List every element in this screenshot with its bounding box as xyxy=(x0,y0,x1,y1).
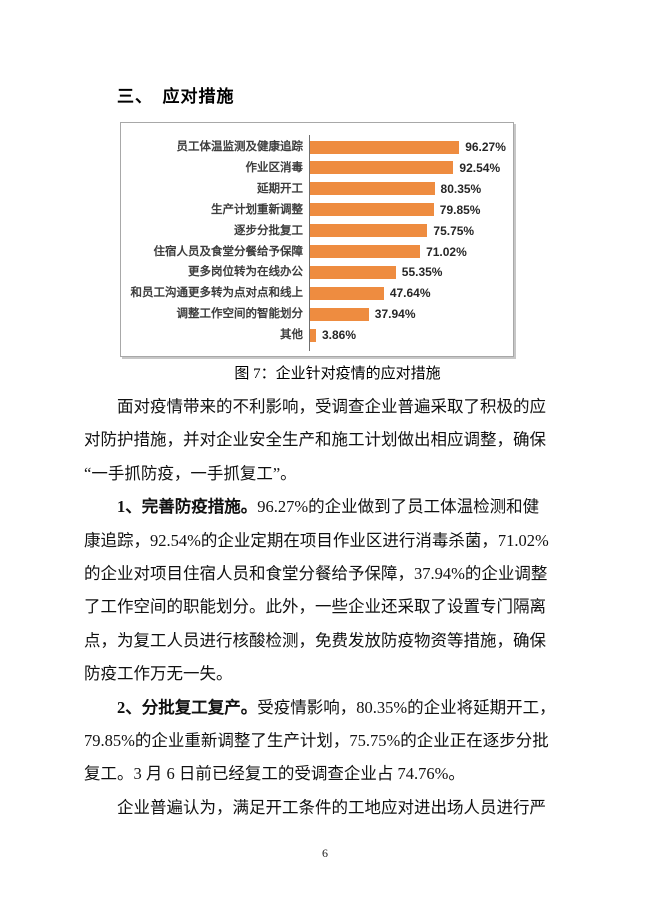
category-label: 和员工沟通更多转为点对点和线上 xyxy=(130,287,304,300)
value-label: 55.35% xyxy=(401,265,443,280)
bold-run: 1、完善防疫措施。 xyxy=(117,497,258,517)
text-run: “一手抓防疫，一手抓复工”。 xyxy=(84,463,297,483)
value-label: 75.75% xyxy=(433,223,475,238)
category-label: 住宿人员及食堂分餐给予保障 xyxy=(153,245,304,258)
text-run: 的企业对项目住宿人员和食堂分餐给予保障，37.94%的企业调整 xyxy=(84,563,548,583)
body-text-line: 1、完善防疫措施。96.27%的企业做到了员工体温检测和健 xyxy=(84,490,582,523)
bar xyxy=(310,245,421,258)
page-number: 6 xyxy=(322,846,328,860)
bar xyxy=(310,182,435,196)
body-text-line: 79.85%的企业重新调整了生产计划，75.75%的企业正在逐步分批 xyxy=(84,724,582,757)
figure-caption: 图 7：企业针对疫情的应对措施 xyxy=(234,366,441,382)
text-run: 了工作空间的职能划分。此外，一些企业还采取了设置专门隔离 xyxy=(84,597,546,617)
body-text-line: 点，为复工人员进行核酸检测，免费发放防疫物资等措施，确保 xyxy=(84,624,582,657)
body-text-line: 对防护措施，并对企业安全生产和施工计划做出相应调整，确保 xyxy=(84,423,582,456)
body-text-line: 企业普遍认为，满足开工条件的工地应对进出场人员进行严 xyxy=(84,791,582,824)
bar xyxy=(310,203,434,217)
bar xyxy=(310,286,384,300)
text-run: 点，为复工人员进行核酸检测，免费发放防疫物资等措施，确保 xyxy=(84,630,546,650)
bar xyxy=(310,328,316,342)
body-text-line: 康追踪，92.54%的企业定期在项目作业区进行消毒杀菌，71.02% xyxy=(84,524,582,557)
category-label: 作业区消毒 xyxy=(245,161,304,174)
bar xyxy=(310,161,454,175)
body-text-line: 防疫工作万无一失。 xyxy=(84,657,582,690)
text-run: 企业普遍认为，满足开工条件的工地应对进出场人员进行严 xyxy=(117,797,546,817)
bold-run: 2、分批复工复产。 xyxy=(117,697,258,717)
y-axis-line xyxy=(309,135,310,351)
category-label: 其他 xyxy=(280,329,303,342)
figure-7-chart: 员工体温监测及健康追踪 96.27% 作业区消毒 92.54% 延期开工 80.35% 生产… xyxy=(120,122,514,357)
bar xyxy=(310,307,369,321)
value-label: 80.35% xyxy=(440,181,482,196)
category-label: 更多岗位转为在线办公 xyxy=(188,266,303,279)
bar-chart-plot: 员工体温监测及健康追踪 96.27% 作业区消毒 92.54% 延期开工 80.35% 生产… xyxy=(121,123,513,356)
body-text-line: 2、分批复工复产。受疫情影响，80.35%的企业将延期开工， xyxy=(84,691,582,724)
text-run: 96.27%的企业做到了员工体温检测和健 xyxy=(257,497,540,517)
category-label: 员工体温监测及健康追踪 xyxy=(176,141,304,153)
bar xyxy=(310,224,428,238)
category-label: 延期开工 xyxy=(257,182,303,195)
bar xyxy=(310,140,460,154)
category-label: 逐步分批复工 xyxy=(234,224,303,237)
text-run: 复工。3 月 6 日前已经复工的受调查企业占 74.76%。 xyxy=(84,764,465,784)
value-label: 37.94% xyxy=(374,307,416,322)
body-text: 面对疫情带来的不利影响，受调查企业普遍采取了积极的应对防护措施，并对企业安全生产… xyxy=(84,390,582,824)
value-label: 92.54% xyxy=(459,160,501,175)
body-text-line: 复工。3 月 6 日前已经复工的受调查企业占 74.76%。 xyxy=(84,757,582,790)
value-label: 79.85% xyxy=(439,202,481,217)
category-label: 调整工作空间的智能划分 xyxy=(176,308,304,321)
value-label: 71.02% xyxy=(426,244,467,259)
category-label: 生产计划重新调整 xyxy=(211,203,303,216)
body-text-line: 了工作空间的职能划分。此外，一些企业还采取了设置专门隔离 xyxy=(84,590,582,623)
bar xyxy=(310,265,396,279)
text-run: 受疫情影响，80.35%的企业将延期开工， xyxy=(257,697,556,717)
body-text-line: 的企业对项目住宿人员和食堂分餐给予保障，37.94%的企业调整 xyxy=(84,557,582,590)
text-run: 面对疫情带来的不利影响，受调查企业普遍采取了积极的应 xyxy=(117,397,546,416)
body-text-line: 面对疫情带来的不利影响，受调查企业普遍采取了积极的应 xyxy=(84,390,582,423)
value-label: 96.27% xyxy=(465,140,506,154)
section-heading: 三、 应对措施 xyxy=(117,87,235,106)
text-run: 康追踪，92.54%的企业定期在项目作业区进行消毒杀菌，71.02% xyxy=(84,530,549,550)
text-run: 79.85%的企业重新调整了生产计划，75.75%的企业正在逐步分批 xyxy=(84,730,549,750)
value-label: 3.86% xyxy=(321,328,356,343)
body-text-line: “一手抓防疫，一手抓复工”。 xyxy=(84,457,582,490)
text-run: 对防护措施，并对企业安全生产和施工计划做出相应调整，确保 xyxy=(84,430,546,450)
text-run: 防疫工作万无一失。 xyxy=(84,664,233,684)
value-label: 47.64% xyxy=(389,286,431,301)
